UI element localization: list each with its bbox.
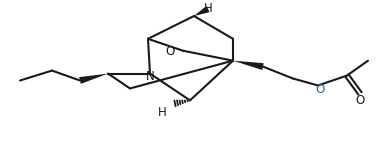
Text: O: O	[355, 94, 365, 107]
Text: H: H	[204, 2, 212, 15]
Text: H: H	[158, 106, 166, 119]
Text: O: O	[165, 45, 175, 58]
Polygon shape	[79, 74, 108, 84]
Polygon shape	[194, 6, 209, 16]
Text: N: N	[146, 70, 154, 83]
Polygon shape	[233, 61, 264, 70]
Text: O: O	[315, 83, 325, 96]
